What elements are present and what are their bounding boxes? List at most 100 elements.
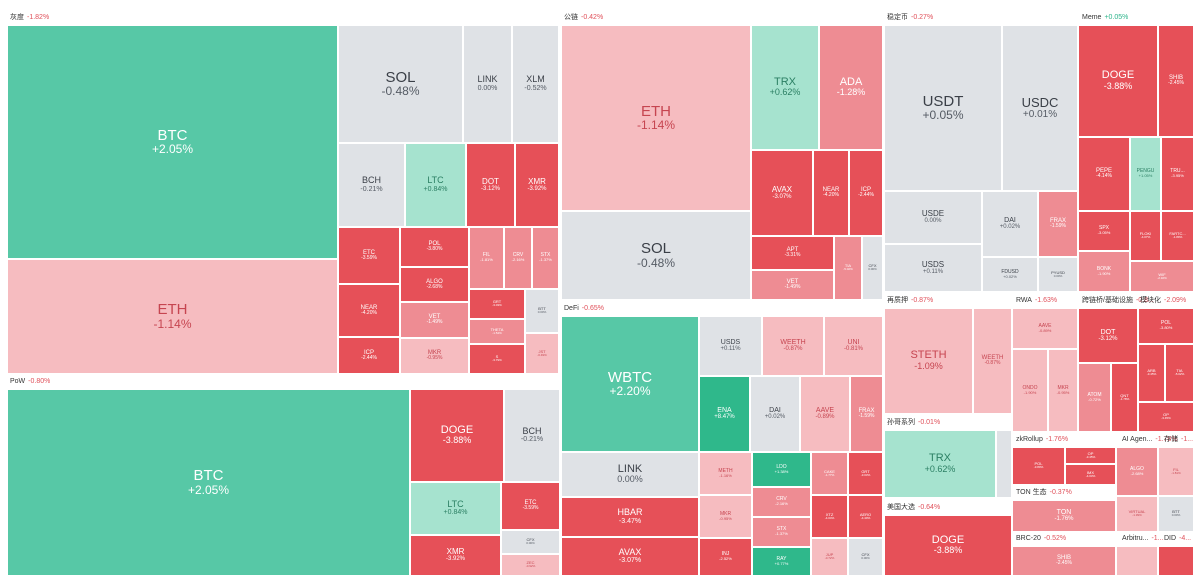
coin-tile-usdc[interactable]: USDC +0.01% (1002, 25, 1078, 191)
coin-tile-bch[interactable]: BCH -0.21% (504, 389, 560, 482)
coin-tile-btc[interactable]: BTC +2.05% (7, 25, 338, 259)
coin-tile-usdt[interactable]: USDT +0.05% (884, 25, 1002, 191)
coin-tile-ltc[interactable]: LTC +0.84% (405, 143, 466, 227)
coin-tile-icp[interactable]: ICP -2.44% (338, 337, 400, 374)
coin-tile-aave[interactable]: AAVE -0.89% (1012, 308, 1078, 349)
coin-tile-ena[interactable]: ENA +8.47% (699, 376, 750, 452)
coin-tile-sol[interactable]: SOL -0.48% (561, 211, 751, 300)
coin-tile-arb[interactable]: ARB -3.45% (1138, 344, 1165, 402)
coin-tile-ada[interactable]: ADA -1.28% (819, 25, 883, 150)
sector-header-arb[interactable]: Arbitru... -1... (1122, 534, 1164, 544)
coin-tile-s[interactable]: S -3.79% (469, 344, 525, 374)
coin-tile-ton[interactable]: TON -1.76% (1012, 500, 1116, 532)
coin-tile[interactable] (1116, 546, 1158, 576)
coin-tile-near[interactable]: NEAR -4.20% (338, 284, 400, 337)
coin-tile-vet[interactable]: VET -1.49% (751, 270, 834, 300)
coin-tile-pol[interactable]: POL -3.80% (1012, 447, 1065, 485)
coin-tile-floki[interactable]: FLOKI -4.07% (1130, 211, 1161, 261)
coin-tile-btc[interactable]: BTC +2.05% (7, 389, 410, 576)
coin-tile-mkr[interactable]: MKR -0.95% (1048, 349, 1078, 432)
coin-tile-aave[interactable]: AAVE -0.89% (800, 376, 850, 452)
coin-tile-etc[interactable]: ETC -3.59% (501, 482, 560, 530)
coin-tile-mkr[interactable]: MKR -0.95% (400, 338, 469, 374)
sector-header-stable[interactable]: 稳定币 -0.27% (887, 13, 933, 23)
coin-tile-dai[interactable]: DAI +0.02% (750, 376, 800, 452)
coin-tile-spx[interactable]: SPX -3.05% (1078, 211, 1130, 251)
coin-tile-sol[interactable]: SOL -0.48% (338, 25, 463, 143)
coin-tile-cake[interactable]: CAKE -1.77% (811, 452, 848, 495)
coin-tile-avax[interactable]: AVAX -3.07% (561, 537, 699, 576)
coin-tile-frax[interactable]: FRAX -1.59% (850, 376, 883, 452)
coin-tile-atom[interactable]: ATOM -0.72% (1078, 363, 1111, 432)
coin-tile-jup[interactable]: JUP -0.72% (811, 538, 848, 576)
coin-tile-ondo[interactable]: ONDO -1.90% (1012, 349, 1048, 432)
sector-header-ton[interactable]: TON 生态 -0.37% (1016, 488, 1072, 498)
coin-tile-wbtc[interactable]: WBTC +2.20% (561, 316, 699, 452)
coin-tile-tia[interactable]: TIA -5.02% (1165, 344, 1194, 402)
coin-tile-trx[interactable]: TRX +0.62% (884, 430, 996, 498)
sector-header-sun[interactable]: 孙哥系列 -0.01% (887, 418, 940, 428)
coin-tile-ltc[interactable]: LTC +0.84% (410, 482, 501, 535)
coin-tile-xlm[interactable]: XLM -0.52% (512, 25, 559, 143)
sector-header-meme[interactable]: Meme +0.05% (1082, 13, 1128, 23)
coin-tile-trx[interactable]: TRX +0.62% (751, 25, 819, 150)
coin-tile-inj[interactable]: INJ -2.52% (699, 538, 752, 576)
coin-tile-op[interactable]: OP -3.45% (1138, 402, 1194, 432)
coin-tile-virtual[interactable]: VIRTUAL -1.39% (1116, 496, 1158, 532)
sector-header-l1[interactable]: 公链 -0.42% (564, 13, 603, 23)
coin-tile-fartc[interactable]: FARTC... -1.89% (1161, 211, 1194, 261)
coin-tile-pengu[interactable]: PENGU +1.05% (1130, 137, 1161, 211)
coin-tile-crv[interactable]: CRV -2.16% (752, 487, 811, 517)
coin-tile-tru[interactable]: TRU... -3.95% (1161, 137, 1194, 211)
coin-tile-grt[interactable]: GRT -3.03% (469, 289, 525, 319)
coin-tile-grt[interactable]: GRT -3.03% (848, 452, 883, 495)
coin-tile-fil[interactable]: FIL -1.81% (1158, 447, 1194, 496)
coin-tile-usde[interactable]: USDE 0.00% (884, 191, 982, 244)
coin-tile-ldo[interactable]: LDO +1.38% (752, 452, 811, 487)
coin-tile-usds[interactable]: USDS +0.11% (699, 316, 762, 376)
coin-tile-xtz[interactable]: XTZ -4.04% (811, 495, 848, 538)
coin-tile-algo[interactable]: ALGO -2.68% (1116, 447, 1158, 496)
coin-tile-shib[interactable]: SHIB -2.45% (1012, 546, 1116, 576)
coin-tile-algo[interactable]: ALGO -2.68% (400, 267, 469, 302)
coin-tile-usds[interactable]: USDS +0.11% (884, 244, 982, 292)
coin-tile-stx[interactable]: STX -1.37% (532, 227, 559, 289)
sector-header-lsd[interactable]: 再质押 -0.87% (887, 296, 933, 306)
coin-tile-mkr[interactable]: MKR -0.95% (699, 495, 752, 538)
sector-header-brc[interactable]: BRC-20 -0.52% (1016, 534, 1066, 544)
coin-tile-xmr[interactable]: XMR -3.92% (515, 143, 559, 227)
coin-tile-fdusd[interactable]: FDUSD +0.02% (982, 257, 1038, 292)
sector-header-infra[interactable]: 跨链桥/基础设施 -0.8... (1082, 296, 1154, 306)
coin-tile-eth[interactable]: ETH -1.14% (561, 25, 751, 211)
coin-tile-op[interactable]: OP -3.45% (1065, 447, 1116, 464)
coin-tile-uni[interactable]: UNI -0.81% (824, 316, 883, 376)
coin-tile-weeth[interactable]: WEETH -0.87% (762, 316, 824, 376)
coin-tile-wif[interactable]: WIF -2.32% (1130, 261, 1194, 292)
coin-tile-aero[interactable]: AERO -4.40% (848, 495, 883, 538)
coin-tile-pepe[interactable]: PEPE -4.14% (1078, 137, 1130, 211)
coin-tile-btt[interactable]: BTT 0.00% (1158, 496, 1194, 532)
coin-tile-zec[interactable]: ZEC -0.92% (501, 554, 560, 576)
coin-tile-doge[interactable]: DOGE -3.88% (410, 389, 504, 482)
coin-tile-btt[interactable]: BTT 0.00% (525, 289, 559, 333)
coin-tile-cfx[interactable]: CFX 0.00% (848, 538, 883, 576)
sector-header-storage[interactable]: 存储 -1... (1164, 435, 1193, 445)
sector-header-ai[interactable]: AI Agen... -1.78% (1122, 435, 1178, 445)
coin-tile-imx[interactable]: IMX -4.03% (1065, 464, 1116, 485)
coin-tile-pol[interactable]: POL -3.80% (400, 227, 469, 267)
sector-header-zk[interactable]: zkRollup -1.76% (1016, 435, 1068, 445)
coin-tile-avax[interactable]: AVAX -3.07% (751, 150, 813, 236)
coin-tile-vet[interactable]: VET -1.49% (400, 302, 469, 338)
sector-header-gray[interactable]: 灰度 -1.82% (10, 13, 49, 23)
coin-tile-near[interactable]: NEAR -4.20% (813, 150, 849, 236)
coin-tile-dot[interactable]: DOT -3.12% (1078, 308, 1138, 363)
coin-tile-cfx[interactable]: CFX 0.00% (501, 530, 560, 554)
coin-tile-theta[interactable]: THETA -1.54% (469, 319, 525, 344)
coin-tile[interactable] (996, 430, 1012, 498)
coin-tile-stx[interactable]: STX -1.37% (752, 517, 811, 547)
coin-tile-pyusd[interactable]: PYUSD 0.00% (1038, 257, 1078, 292)
sector-header-did[interactable]: DID -4... (1164, 534, 1191, 544)
sector-header-us[interactable]: 美国大选 -0.64% (887, 503, 940, 513)
coin-tile-doge[interactable]: DOGE -3.88% (884, 515, 1012, 576)
sector-header-pow[interactable]: PoW -0.80% (10, 377, 50, 387)
